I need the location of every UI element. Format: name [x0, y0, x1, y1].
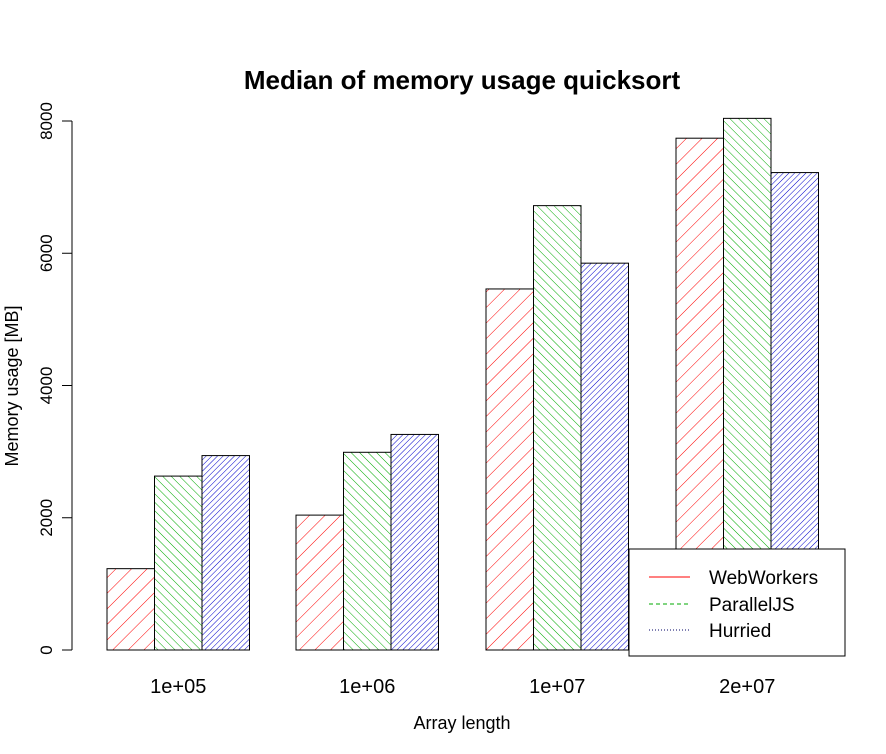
- bar-paralleljs-1e+05: [154, 475, 203, 651]
- legend-label-paralleljs: ParallelJS: [709, 595, 795, 616]
- x-tick-label-2e+07: 2e+07: [719, 676, 775, 698]
- bar-webworkers-1e+06: [295, 514, 344, 651]
- category-labels: 1e+05 1e+06 1e+07 2e+07: [150, 676, 775, 698]
- bar-hurried-1e+07: [580, 262, 629, 651]
- bar-hurried-1e+05: [201, 455, 250, 651]
- bar-paralleljs-1e+07: [533, 205, 582, 651]
- x-axis-label: Array length: [413, 713, 510, 733]
- legend-label-webworkers: WebWorkers: [709, 568, 818, 589]
- y-tick-label-0: 0: [37, 645, 56, 654]
- y-tick-label-4000: 4000: [37, 367, 56, 405]
- y-axis: 0 2000 4000 6000 8000: [37, 102, 73, 655]
- bar-webworkers-1e+05: [106, 568, 155, 651]
- x-tick-label-1e+05: 1e+05: [150, 676, 206, 698]
- bar-webworkers-1e+07: [485, 288, 534, 651]
- legend-box: [628, 548, 846, 657]
- x-tick-label-1e+06: 1e+06: [339, 676, 395, 698]
- bar-paralleljs-1e+06: [343, 451, 392, 651]
- chart-title: Median of memory usage quicksort: [244, 65, 681, 95]
- legend: WebWorkers ParallelJS Hurried: [628, 548, 846, 657]
- x-tick-label-1e+07: 1e+07: [529, 676, 585, 698]
- y-tick-label-6000: 6000: [37, 234, 56, 272]
- legend-label-hurried: Hurried: [709, 621, 771, 642]
- y-axis-label: Memory usage [MB]: [2, 305, 22, 466]
- bar-hurried-1e+06: [390, 433, 439, 651]
- y-tick-label-8000: 8000: [37, 102, 56, 140]
- y-tick-label-2000: 2000: [37, 499, 56, 537]
